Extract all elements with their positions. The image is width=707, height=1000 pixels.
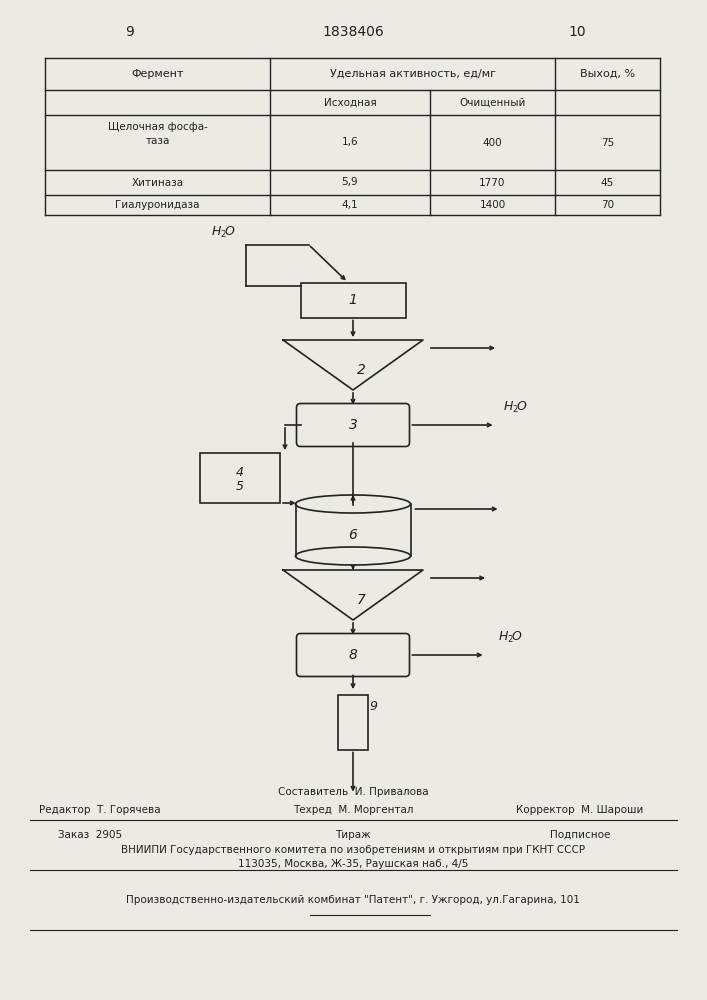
- Text: Техред  М. Моргентал: Техред М. Моргентал: [293, 805, 414, 815]
- Text: 400: 400: [483, 137, 502, 147]
- Text: Составитель  И. Привалова: Составитель И. Привалова: [278, 787, 428, 797]
- Text: 4: 4: [236, 466, 244, 479]
- Text: Гиалуронидаза: Гиалуронидаза: [115, 200, 200, 210]
- Text: 6: 6: [349, 528, 358, 542]
- Text: 8: 8: [349, 648, 358, 662]
- Text: Фермент: Фермент: [132, 69, 184, 79]
- Text: Редактор  Т. Горячева: Редактор Т. Горячева: [39, 805, 160, 815]
- Text: 9: 9: [126, 25, 134, 39]
- Text: Корректор  М. Шароши: Корректор М. Шароши: [516, 805, 643, 815]
- Text: 1400: 1400: [479, 200, 506, 210]
- Text: 2: 2: [356, 363, 366, 377]
- Text: Щелочная фосфа-: Щелочная фосфа-: [107, 122, 207, 132]
- Text: 1,6: 1,6: [341, 137, 358, 147]
- Text: 9: 9: [369, 700, 377, 713]
- Text: 1: 1: [349, 293, 358, 307]
- Text: Очищенный: Очищенный: [460, 98, 526, 107]
- Text: 4,1: 4,1: [341, 200, 358, 210]
- Bar: [300, 282, 406, 318]
- Text: 45: 45: [601, 178, 614, 188]
- Text: Исходная: Исходная: [324, 98, 376, 107]
- Text: 1838406: 1838406: [322, 25, 384, 39]
- Text: Удельная активность, ед/мг: Удельная активность, ед/мг: [329, 69, 496, 79]
- Text: Заказ  2905: Заказ 2905: [58, 830, 122, 840]
- Text: Выход, %: Выход, %: [580, 69, 635, 79]
- Text: 5: 5: [236, 480, 244, 492]
- Text: ВНИИПИ Государственного комитета по изобретениям и открытиям при ГКНТ СССР: ВНИИПИ Государственного комитета по изоб…: [121, 845, 585, 855]
- Text: Тираж: Тираж: [335, 830, 370, 840]
- Text: $H_2\!O$: $H_2\!O$: [503, 399, 528, 415]
- Text: $H_2\!O$: $H_2\!O$: [498, 629, 522, 645]
- Bar: [338, 694, 368, 750]
- Text: $H_2\!O$: $H_2\!O$: [211, 225, 235, 240]
- Text: 70: 70: [601, 200, 614, 210]
- Text: 75: 75: [601, 137, 614, 147]
- Text: 5,9: 5,9: [341, 178, 358, 188]
- Text: Хитиназа: Хитиназа: [132, 178, 184, 188]
- Text: 3: 3: [349, 418, 358, 432]
- Text: 1770: 1770: [479, 178, 506, 188]
- Bar: [200, 453, 280, 503]
- Text: таза: таза: [146, 136, 170, 146]
- Text: 113035, Москва, Ж-35, Раушская наб., 4/5: 113035, Москва, Ж-35, Раушская наб., 4/5: [238, 859, 468, 869]
- Text: 10: 10: [568, 25, 586, 39]
- Text: Подписное: Подписное: [550, 830, 610, 840]
- Text: Производственно-издательский комбинат "Патент", г. Ужгород, ул.Гагарина, 101: Производственно-издательский комбинат "П…: [126, 895, 580, 905]
- Text: 7: 7: [356, 593, 366, 607]
